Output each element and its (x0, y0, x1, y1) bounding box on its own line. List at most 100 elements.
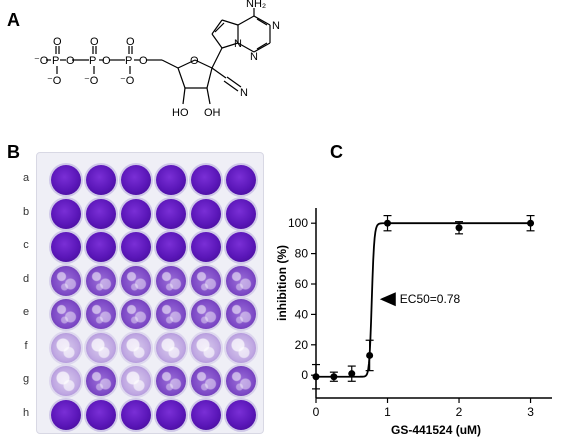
plate-well (156, 265, 186, 296)
data-point (527, 219, 535, 227)
plate-well (191, 165, 221, 195)
atom-n-1: N (234, 38, 242, 50)
plate-well (156, 232, 186, 262)
chart-axes: 0 20 40 60 80 100 0 1 2 3 (288, 208, 552, 419)
plate-well (156, 332, 186, 363)
plate-well (226, 265, 256, 296)
atom-o-4: O (102, 55, 111, 67)
plate-well (51, 198, 81, 229)
plate-well (86, 366, 116, 396)
plate-well (226, 232, 256, 262)
plate-well (156, 366, 186, 396)
plate-well (121, 399, 151, 430)
ec50-annotation: EC50=0.78 (379, 292, 461, 307)
plate-well (226, 399, 256, 430)
plate-row-label: a (22, 172, 30, 184)
plate-well (156, 399, 186, 430)
plate-row-label: f (24, 339, 28, 352)
atom-oh: OH (204, 107, 221, 119)
atom-o-1: O (53, 36, 62, 48)
plate-well (191, 198, 221, 229)
plate-well (226, 198, 256, 229)
plate-well (191, 265, 221, 296)
x-tick-label: 3 (527, 405, 534, 419)
atom-n-3: N (250, 51, 258, 63)
plate-row-label: c (23, 239, 29, 251)
plate-well (191, 299, 221, 329)
atom-o-minus-4: ⁻O (120, 75, 135, 87)
panel-label-a: A (7, 10, 20, 30)
plate-well (156, 299, 186, 329)
plate-well (51, 332, 81, 363)
atom-o-2: O (66, 55, 75, 67)
data-point (384, 219, 392, 227)
plate-well (51, 399, 81, 430)
plate-well (226, 165, 256, 195)
data-point (330, 373, 338, 381)
y-axis-title: inhibition (%) (275, 245, 289, 321)
plate-well (121, 299, 151, 329)
plate-well (226, 299, 256, 329)
plate-well (86, 399, 116, 430)
data-point (348, 370, 356, 378)
plate-well (86, 265, 116, 296)
atom-ho: HO (172, 107, 189, 119)
plate-well (86, 232, 116, 262)
plate-well (121, 165, 151, 195)
plate-row-label: h (22, 406, 30, 419)
plate-well (156, 165, 186, 195)
y-tick-label: 60 (295, 277, 309, 291)
atom-o-5: O (126, 36, 135, 48)
y-tick-label: 0 (301, 368, 308, 382)
plate-well (51, 366, 81, 396)
ec50-label: EC50=0.78 (400, 292, 461, 306)
atom-o-3: O (90, 36, 99, 48)
plate-well (51, 232, 81, 262)
y-tick-label: 100 (288, 216, 308, 230)
chemical-structure: ⁻O P O ⁻O O P O ⁻O O P O ⁻O O O HO OH N … (34, 0, 280, 119)
plate-well (191, 366, 221, 396)
atom-p-2: P (89, 55, 96, 67)
atom-nitrile-n: N (240, 87, 248, 99)
plate-well (156, 198, 186, 229)
panel-label-c: C (330, 142, 343, 162)
atom-nh2: NH₂ (246, 0, 266, 10)
data-point (366, 351, 374, 359)
plate-well (86, 198, 116, 229)
plate-well (86, 332, 116, 363)
ec50-arrow (379, 292, 396, 307)
atom-n-2: N (272, 20, 280, 32)
well-plate (36, 152, 264, 434)
plate-row-label: g (22, 373, 30, 385)
plate-row-label: b (22, 205, 30, 218)
atom-o-6: O (139, 55, 148, 67)
plate-well (121, 332, 151, 363)
plate-well (226, 332, 256, 363)
atom-p-3: P (125, 55, 132, 67)
plate-well (121, 198, 151, 229)
dose-response-chart: 0 20 40 60 80 100 0 1 2 3 EC50=0.78 GS-441524 (uM… (275, 208, 552, 437)
atom-p-1: P (52, 55, 59, 67)
atom-o-minus-3: ⁻O (84, 75, 99, 87)
atom-o-minus-2: ⁻O (47, 75, 62, 87)
x-axis-title: GS-441524 (uM) (391, 423, 481, 437)
plate-well (121, 366, 151, 396)
y-tick-label: 80 (295, 247, 309, 261)
plate-well (51, 299, 81, 329)
plate-row-label: e (22, 306, 30, 318)
x-tick-label: 1 (384, 405, 391, 419)
panel-label-b: B (7, 142, 20, 162)
atom-o-minus: ⁻O (34, 55, 49, 67)
x-tick-label: 2 (456, 405, 463, 419)
plate-well (51, 165, 81, 195)
y-tick-label: 20 (295, 338, 309, 352)
plate-well (191, 399, 221, 430)
y-tick-label: 40 (295, 307, 309, 321)
data-point (312, 373, 320, 381)
x-tick-label: 0 (313, 405, 320, 419)
plate-well (191, 332, 221, 363)
plate-well (121, 232, 151, 262)
plate-well (86, 165, 116, 195)
plate-well (86, 299, 116, 329)
plate-well (121, 265, 151, 296)
